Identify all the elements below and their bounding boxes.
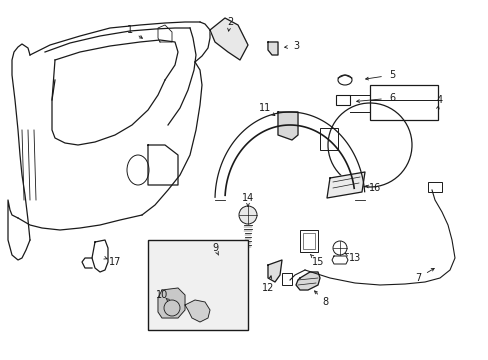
Text: 2: 2: [226, 17, 233, 27]
Bar: [319, 128, 337, 150]
Text: 12: 12: [261, 283, 274, 293]
Bar: [280, 118, 291, 132]
Circle shape: [239, 206, 257, 224]
Text: 10: 10: [156, 290, 168, 300]
Text: 8: 8: [321, 297, 327, 307]
Text: 3: 3: [292, 41, 299, 51]
Text: 4: 4: [436, 95, 442, 105]
Polygon shape: [267, 42, 278, 55]
Bar: [427, 182, 441, 192]
Polygon shape: [209, 18, 247, 60]
Bar: [335, 95, 349, 105]
Text: 16: 16: [368, 183, 380, 193]
Polygon shape: [295, 272, 319, 290]
Text: 11: 11: [258, 103, 270, 113]
Text: 13: 13: [348, 253, 360, 263]
Polygon shape: [326, 172, 364, 198]
Polygon shape: [278, 112, 297, 140]
Text: 15: 15: [311, 257, 324, 267]
Text: 5: 5: [388, 70, 394, 80]
Bar: [282, 273, 291, 285]
Text: 17: 17: [109, 257, 121, 267]
Bar: [299, 230, 317, 252]
Polygon shape: [267, 260, 282, 282]
Bar: [303, 233, 314, 249]
Polygon shape: [184, 300, 209, 322]
Bar: [148, 240, 247, 330]
Text: 7: 7: [414, 273, 420, 283]
Bar: [369, 85, 437, 120]
Polygon shape: [158, 288, 184, 318]
Text: 14: 14: [242, 193, 254, 203]
Text: 6: 6: [388, 93, 394, 103]
Text: 1: 1: [127, 25, 133, 35]
Text: 9: 9: [211, 243, 218, 253]
